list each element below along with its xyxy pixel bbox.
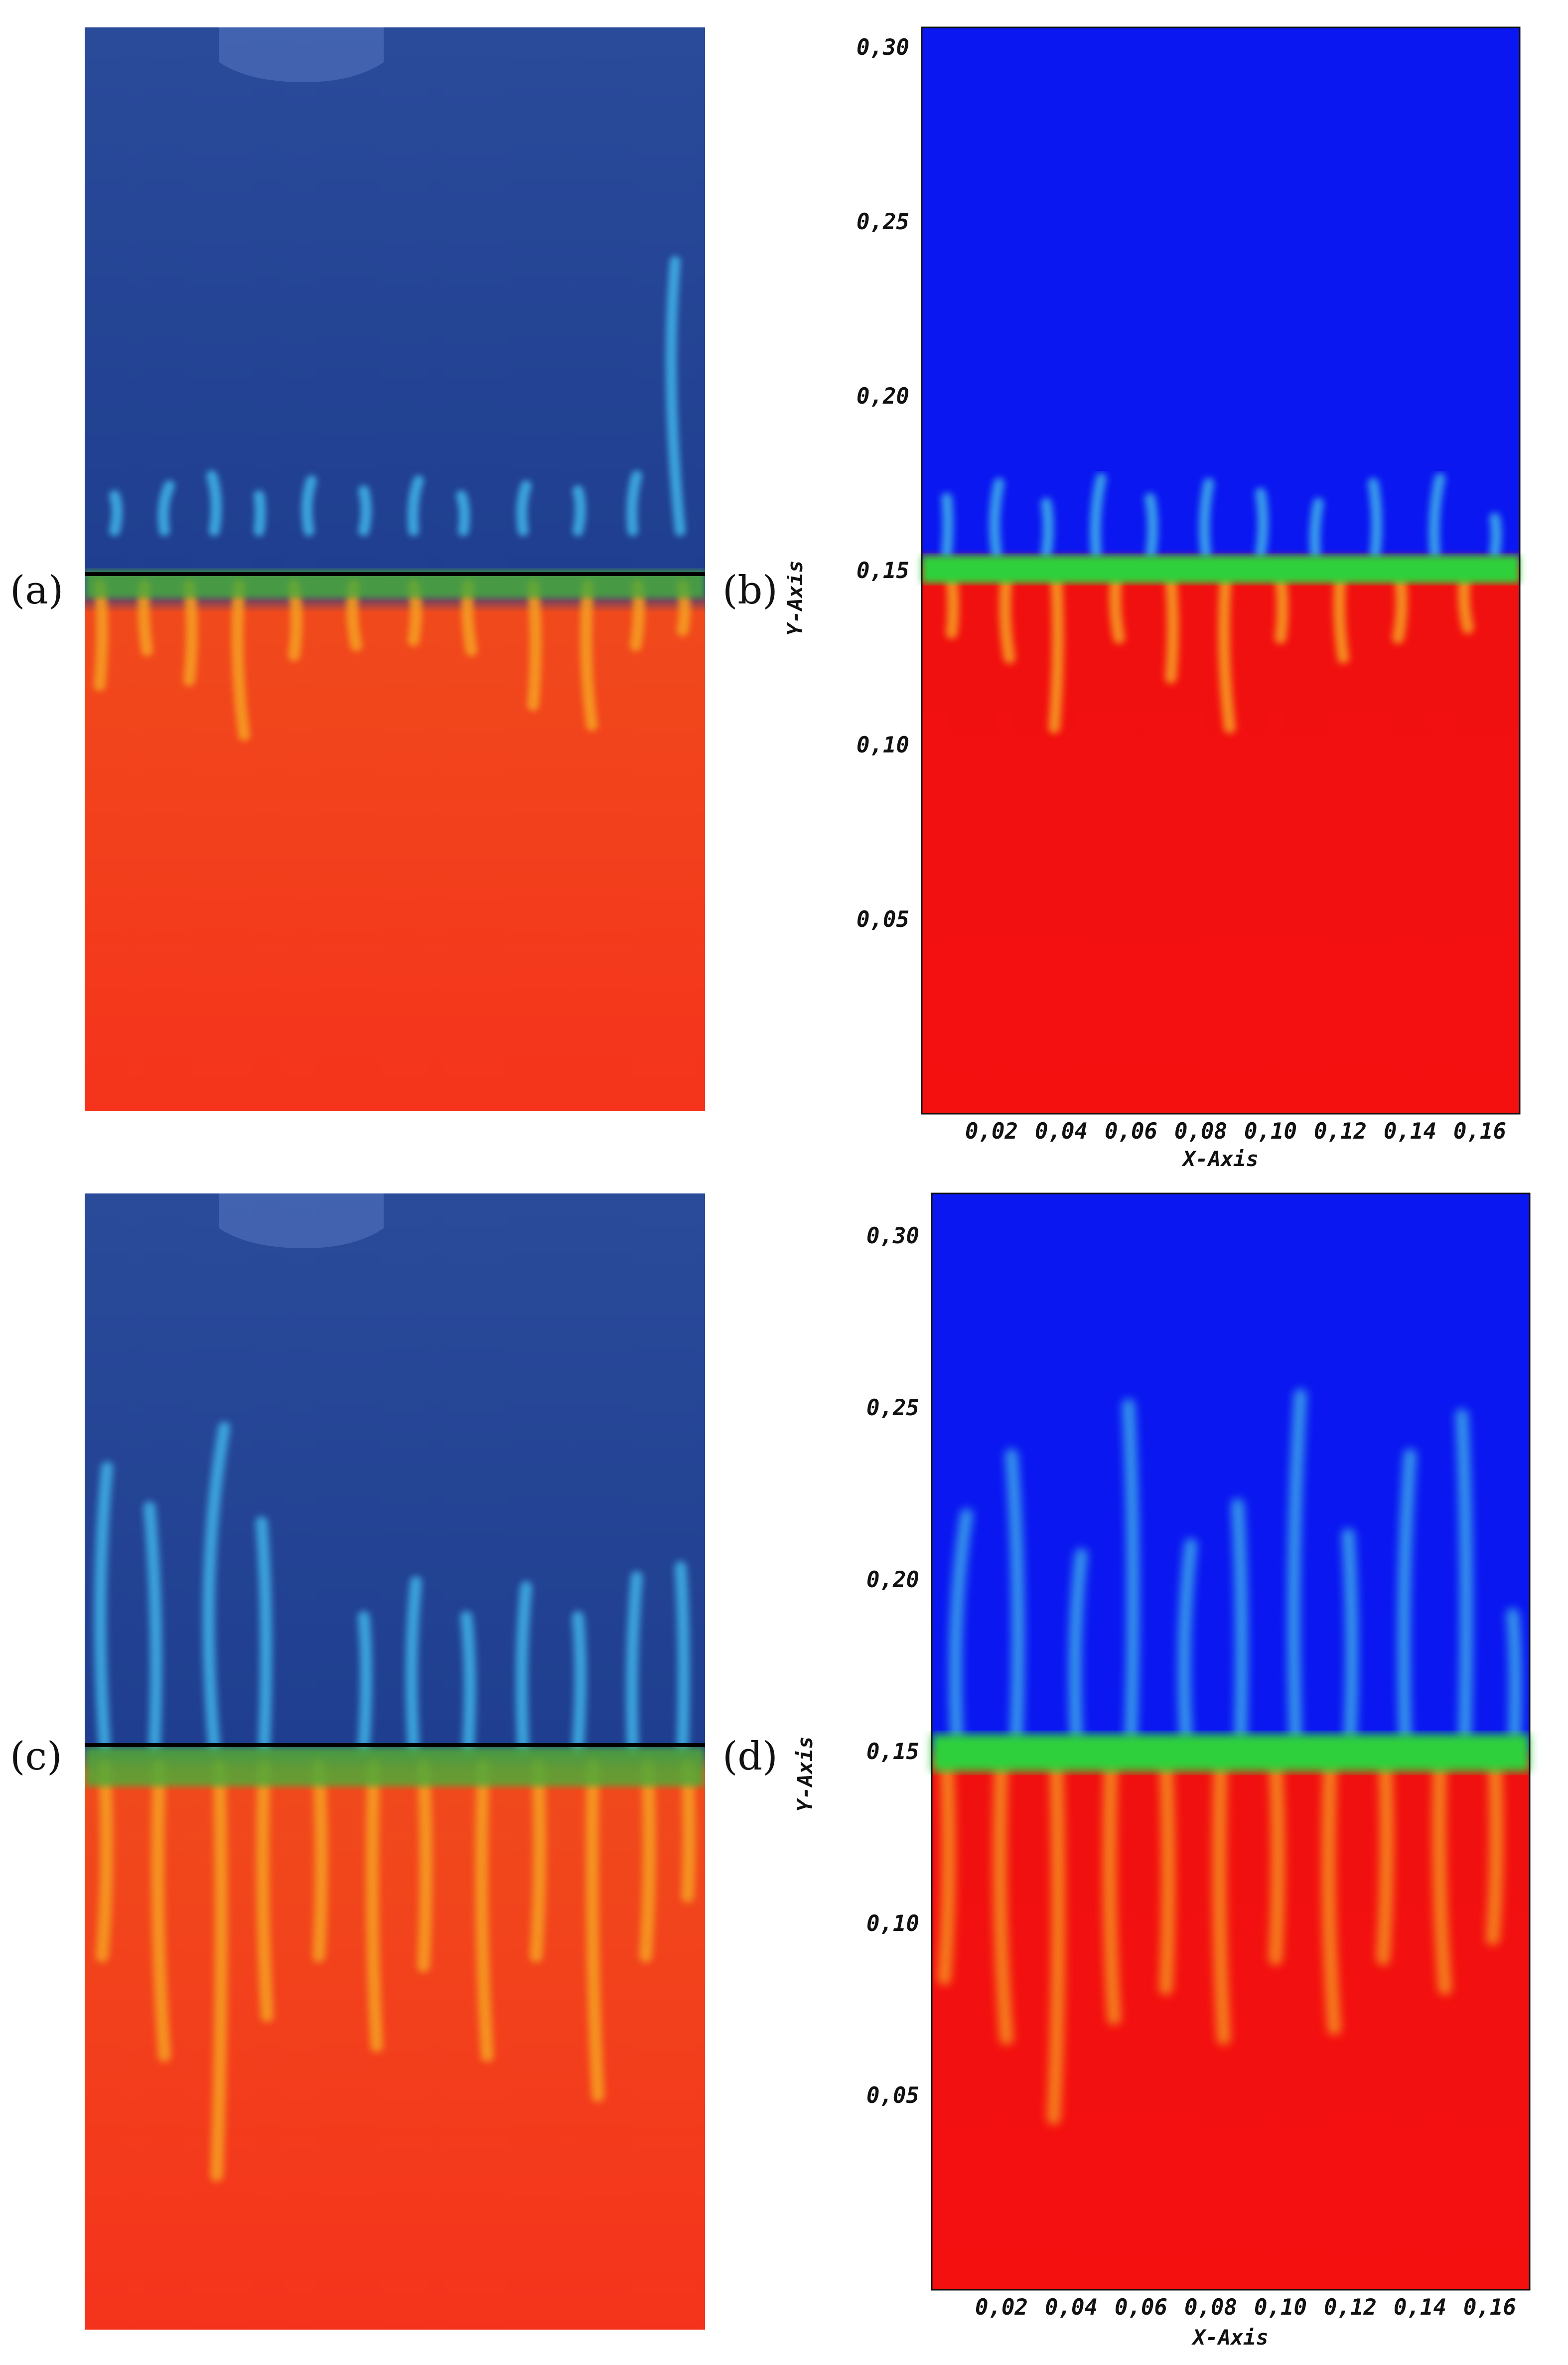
hot-fingers: [94, 580, 691, 741]
y-tick-label: 0,05: [856, 907, 909, 932]
x-tick-label: 0,10: [1244, 1119, 1297, 1144]
x-tick-label: 0,14: [1394, 2295, 1446, 2320]
experiment-image-early: [85, 27, 705, 1111]
y-axis-title: Y-Axis: [787, 560, 807, 636]
panel-label-a: (a): [10, 568, 64, 613]
x-axis: 0,02 0,04 0,06 0,08 0,10 0,12 0,14 0,16 …: [965, 1119, 1506, 1171]
x-tick-label: 0,02: [965, 1119, 1018, 1144]
x-tick-label: 0,02: [975, 2295, 1028, 2320]
x-tick-label: 0,06: [1115, 2295, 1167, 2320]
y-axis-title: Y-Axis: [793, 1736, 817, 1812]
y-tick-label: 0,20: [866, 1567, 919, 1593]
mixing-zone: [85, 1747, 705, 1786]
x-tick-label: 0,10: [1254, 2295, 1307, 2320]
x-tick-label: 0,04: [1045, 2295, 1098, 2320]
y-tick-label: 0,15: [866, 1739, 919, 1765]
x-tick-label: 0,08: [1184, 2295, 1237, 2320]
x-tick-label: 0,08: [1174, 1119, 1227, 1144]
y-axis: 0,05 0,10 0,15 0,20 0,25 0,30 Y-Axis: [793, 1223, 919, 2108]
panel-label-b: (b): [722, 568, 778, 613]
y-tick-label: 0,20: [856, 384, 909, 409]
y-tick-label: 0,25: [856, 209, 909, 235]
y-tick-label: 0,30: [866, 1223, 919, 1249]
y-tick-label: 0,10: [856, 733, 909, 758]
simulation-plot-early: 0,05 0,10 0,15 0,20 0,25 0,30 Y-Axis 0,0…: [787, 26, 1521, 1171]
x-tick-label: 0,06: [1105, 1119, 1157, 1144]
y-tick-label: 0,30: [856, 35, 909, 60]
panel-label-c: (c): [10, 1734, 62, 1779]
x-tick-label: 0,16: [1453, 1119, 1506, 1144]
x-axis: 0,02 0,04 0,06 0,08 0,10 0,12 0,14 0,16 …: [975, 2295, 1516, 2350]
x-tick-label: 0,12: [1314, 1119, 1367, 1144]
y-tick-label: 0,15: [856, 558, 909, 584]
mixing-zone: [922, 556, 1520, 583]
x-axis-title: X-Axis: [1181, 1147, 1259, 1171]
x-tick-label: 0,04: [1035, 1119, 1088, 1144]
mixing-zone: [932, 1734, 1530, 1772]
x-tick-label: 0,12: [1324, 2295, 1377, 2320]
y-axis: 0,05 0,10 0,15 0,20 0,25 0,30 Y-Axis: [787, 35, 909, 932]
x-axis-title: X-Axis: [1191, 2325, 1269, 2350]
y-tick-label: 0,25: [866, 1395, 919, 1421]
y-tick-label: 0,10: [866, 1911, 919, 1936]
experiment-image-late: [85, 1193, 705, 2330]
simulation-plot-late: 0,05 0,10 0,15 0,20 0,25 0,30 Y-Axis 0,0…: [793, 1192, 1531, 2350]
cold-fingers: [109, 256, 686, 536]
panel-label-d: (d): [722, 1734, 778, 1779]
y-tick-label: 0,05: [866, 2083, 919, 2108]
x-tick-label: 0,16: [1463, 2295, 1516, 2320]
x-tick-label: 0,14: [1384, 1119, 1436, 1144]
